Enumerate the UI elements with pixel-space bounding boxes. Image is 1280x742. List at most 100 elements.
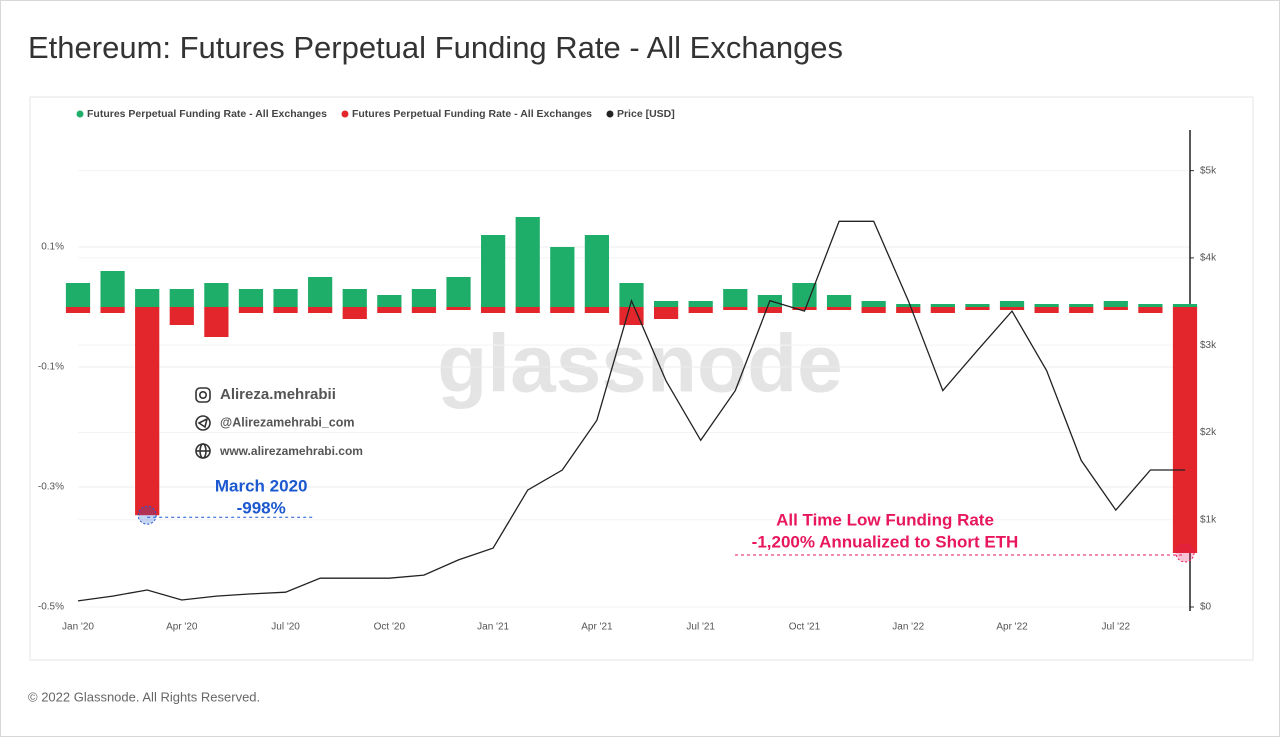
bar (342, 289, 367, 307)
bar (653, 301, 679, 307)
bar (1172, 307, 1198, 553)
bar (757, 307, 782, 313)
bar (965, 304, 990, 307)
bar (377, 307, 402, 313)
bar (792, 283, 817, 307)
bar (481, 235, 506, 307)
bar (550, 307, 575, 313)
bar (999, 301, 1025, 307)
annotation-marker (1175, 543, 1195, 563)
credit-text: www.alirezamehrabi.com (219, 444, 363, 458)
bar (308, 307, 333, 313)
bar (965, 307, 990, 310)
bar (619, 307, 644, 325)
bar (515, 217, 540, 307)
bar (723, 307, 748, 310)
bar (100, 271, 125, 307)
x-tick-label: Apr '22 (996, 622, 1028, 633)
bar (411, 289, 437, 307)
legend-label: Futures Perpetual Funding Rate - All Exc… (87, 108, 327, 120)
y-tick-label: -0.3% (38, 482, 64, 493)
x-tick-label: Jan '21 (477, 622, 509, 633)
bar (1103, 301, 1128, 307)
credit-text: Alireza.mehrabii (220, 386, 336, 403)
watermark: glassnode (437, 319, 843, 410)
legend-marker (606, 110, 614, 118)
telegram-icon-plane (197, 417, 209, 429)
bar (481, 307, 506, 313)
y-tick-label: 0.1% (41, 242, 64, 253)
annotation-text: -1,200% Annualized to Short ETH (752, 532, 1019, 551)
bar (896, 304, 921, 307)
y2-tick-label: $5k (1200, 165, 1217, 176)
y-tick-label: -0.5% (38, 602, 64, 613)
legend-label: Futures Perpetual Funding Rate - All Exc… (352, 108, 592, 120)
bar (1034, 307, 1059, 313)
bar (792, 307, 817, 310)
bar (65, 307, 91, 313)
x-tick-label: Jul '20 (271, 622, 300, 633)
bar (550, 247, 575, 307)
telegram-icon (195, 415, 211, 431)
bar (446, 307, 471, 310)
bar (308, 277, 333, 307)
bar (238, 289, 264, 307)
bar (135, 289, 160, 307)
x-tick-label: Apr '21 (581, 622, 613, 633)
bar (1138, 307, 1163, 313)
x-tick-label: Apr '20 (166, 622, 198, 633)
annotation-marker (137, 505, 157, 525)
x-tick-label: Jul '22 (1102, 622, 1131, 633)
bar (1103, 307, 1128, 310)
bar (342, 307, 367, 319)
credit-text: @Alirezamehrabi_com (220, 415, 354, 429)
bar (861, 307, 886, 313)
bar (688, 301, 713, 307)
bar (896, 307, 921, 313)
y2-tick-label: $2k (1200, 427, 1217, 438)
bar (169, 307, 194, 325)
bar (411, 307, 437, 313)
credit-icons (195, 387, 211, 459)
bar (826, 295, 852, 307)
annotation-text: All Time Low Funding Rate (776, 510, 994, 529)
x-tick-label: Oct '20 (374, 622, 406, 633)
chart-title: Ethereum: Futures Perpetual Funding Rate… (28, 30, 843, 65)
footer: © 2022 Glassnode. All Rights Reserved. (28, 689, 260, 704)
instagram-icon-lens (199, 390, 208, 399)
price-line (77, 220, 1185, 602)
y2-tick-label: $1k (1200, 514, 1217, 525)
y2-tick-label: $3k (1200, 340, 1217, 351)
legend-label: Price [USD] (617, 108, 675, 120)
instagram-icon (195, 387, 211, 403)
legend-marker (341, 110, 349, 118)
y2-tick-label: $4k (1200, 253, 1217, 264)
bar (273, 289, 298, 307)
bar (273, 307, 298, 313)
x-tick-label: Jan '22 (892, 622, 924, 633)
bar (999, 307, 1025, 310)
bar (377, 295, 402, 307)
legend-marker (76, 110, 84, 118)
bar (100, 307, 125, 313)
y-tick-label: -0.1% (38, 362, 64, 373)
bar (1172, 304, 1198, 307)
x-tick-label: Jan '20 (62, 622, 94, 633)
bar (930, 304, 955, 307)
bar (515, 307, 540, 313)
bar (653, 307, 679, 319)
bar (584, 307, 610, 313)
bar (826, 307, 852, 310)
bar (584, 235, 610, 307)
bar (688, 307, 713, 313)
bar (1069, 304, 1094, 307)
x-tick-label: Jul '21 (686, 622, 715, 633)
annotation-text: March 2020 (215, 477, 308, 496)
bar (238, 307, 264, 313)
bar (619, 283, 644, 307)
bar (135, 307, 160, 516)
bar (446, 277, 471, 307)
bar (65, 283, 91, 307)
bar (169, 289, 194, 307)
